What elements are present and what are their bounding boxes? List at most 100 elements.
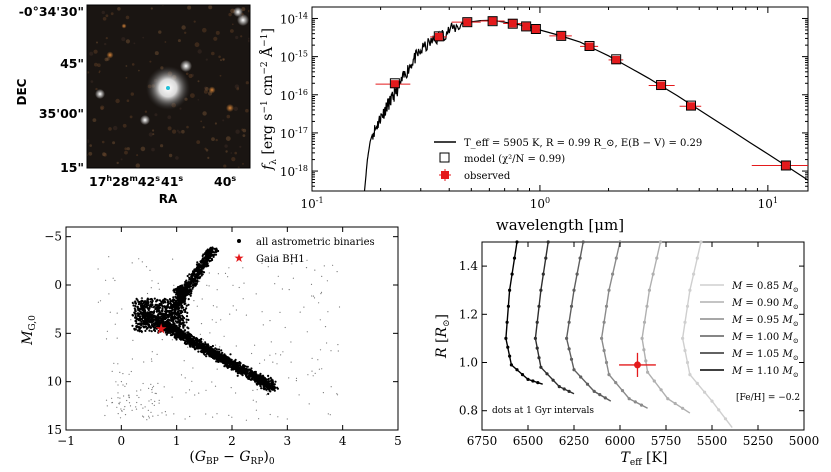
tracks-legend-label: M = 1.00 M⊙ xyxy=(731,332,799,345)
cmd-dot xyxy=(150,383,152,385)
cmd-dot xyxy=(201,260,204,264)
cmd-dot xyxy=(154,392,156,394)
cmd-dot xyxy=(151,311,154,314)
sky-noise-speck xyxy=(233,106,238,112)
cmd-dot xyxy=(173,325,176,328)
cmd-dot xyxy=(188,293,191,296)
cmd-dot xyxy=(179,285,182,289)
sed-model-point xyxy=(584,40,595,51)
sed-observed-point xyxy=(585,42,594,51)
sky-noise-speck xyxy=(121,37,126,42)
sed-ylabel: fλ [erg s−1 cm−2 Å−1] xyxy=(258,28,279,171)
track-age-dot xyxy=(537,356,541,360)
track-age-dot xyxy=(659,388,663,392)
sky-noise-speck xyxy=(151,147,155,152)
cmd-dot xyxy=(198,340,201,343)
cmd-dot xyxy=(311,370,313,372)
cmd-dot xyxy=(146,317,149,320)
track-age-dot xyxy=(603,396,607,400)
sky-noise-speck xyxy=(193,20,196,23)
cmd-dot xyxy=(336,393,338,395)
cmd-dot xyxy=(216,413,218,415)
track-age-dot xyxy=(614,381,618,385)
cmd-dot xyxy=(174,336,177,340)
tracks-xtick-label: 6500 xyxy=(513,434,544,448)
sky-noise-speck xyxy=(92,118,97,122)
cmd-dot xyxy=(260,377,263,380)
track-age-dot xyxy=(646,370,650,374)
cmd-dot xyxy=(172,296,175,299)
cmd-dot xyxy=(168,298,172,301)
cmd-dot xyxy=(181,319,185,322)
cmd-dot xyxy=(314,372,316,374)
cmd-dot xyxy=(151,314,154,317)
sky-noise-speck xyxy=(186,125,189,129)
sed-model-point xyxy=(530,23,541,34)
cmd-dot xyxy=(169,299,172,302)
cmd-dot xyxy=(183,342,186,345)
cmd-dot xyxy=(307,374,309,376)
tracks-ytick-label: 1.2 xyxy=(459,307,478,321)
gaia-bh1-star: ★ xyxy=(155,322,168,338)
sky-noise-speck xyxy=(131,63,135,66)
cmd-dot xyxy=(207,350,210,353)
cmd-dot xyxy=(155,392,157,395)
cmd-dot xyxy=(305,267,308,269)
track-age-dot xyxy=(604,360,609,365)
sky-noise-speck xyxy=(160,144,164,148)
track-age-dot xyxy=(508,354,512,358)
tracks-legend-label: M = 1.10 M⊙ xyxy=(731,366,799,379)
cmd-dot xyxy=(114,279,116,282)
sky-noise-speck xyxy=(215,138,218,142)
sky-noise-speck xyxy=(207,156,210,159)
tracks-legend-label: M = 1.05 M⊙ xyxy=(731,349,799,362)
sky-noise-speck xyxy=(135,163,140,168)
cmd-dot xyxy=(156,353,158,355)
cmd-dot xyxy=(158,299,161,302)
cmd-dot xyxy=(149,311,152,314)
sky-noise-speck xyxy=(108,127,112,131)
cmd-dot xyxy=(284,326,286,329)
cmd-dot xyxy=(149,326,152,329)
cmd-dot xyxy=(118,403,120,405)
cmd-dot xyxy=(178,294,181,297)
sky-noise-speck xyxy=(200,120,203,123)
cmd-dot xyxy=(178,314,182,318)
cmd-dot xyxy=(267,374,270,377)
cmd-dot xyxy=(172,328,175,331)
cmd-dot xyxy=(166,327,169,330)
cmd-dot xyxy=(268,389,271,392)
cmd-dot xyxy=(229,313,231,315)
cmd-dot xyxy=(145,304,148,307)
cmd-dot xyxy=(161,324,164,327)
cmd-dot xyxy=(165,333,168,336)
sky-noise-speck xyxy=(230,29,234,33)
cmd-dot xyxy=(273,383,276,386)
cmd-dot xyxy=(194,342,197,345)
cmd-dot xyxy=(138,316,141,319)
cmd-dot xyxy=(164,298,167,301)
sky-noise-speck xyxy=(148,132,153,137)
dec-tick-label: 35'00" xyxy=(39,106,84,121)
track-age-dot xyxy=(535,346,539,350)
cmd-dot xyxy=(270,341,272,343)
cmd-dot xyxy=(171,306,174,309)
cmd-dot xyxy=(191,286,195,289)
cmd-dot xyxy=(143,416,145,418)
cmd-dot xyxy=(184,285,187,288)
sky-noise-speck xyxy=(130,92,134,96)
cmd-dot xyxy=(261,374,265,377)
tracks-note: dots at 1 Gyr intervals xyxy=(492,406,594,416)
cmd-dot xyxy=(182,296,185,299)
cmd-dot xyxy=(198,269,201,272)
cmd-dot xyxy=(209,332,211,334)
cmd-dot xyxy=(210,355,213,358)
cmd-dot xyxy=(290,341,292,343)
track-age-dot xyxy=(692,272,696,276)
cmd-dot xyxy=(214,344,217,346)
track-line xyxy=(681,241,733,429)
cmd-dot xyxy=(136,394,138,397)
tracks-xtick-label: 5750 xyxy=(651,434,682,448)
track-line xyxy=(641,241,691,414)
cmd-dot xyxy=(266,378,269,381)
